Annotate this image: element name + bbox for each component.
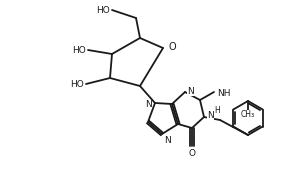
Text: NH: NH: [217, 88, 231, 97]
Text: O: O: [169, 42, 177, 52]
Text: O: O: [188, 149, 196, 158]
Text: N: N: [187, 87, 194, 96]
Text: HO: HO: [72, 45, 86, 54]
Text: H: H: [214, 105, 220, 114]
Text: HO: HO: [70, 79, 84, 88]
Text: N: N: [207, 111, 214, 120]
Text: N: N: [164, 136, 171, 145]
Text: N: N: [145, 100, 152, 108]
Text: HO: HO: [96, 6, 110, 15]
Text: CH₃: CH₃: [241, 110, 255, 119]
